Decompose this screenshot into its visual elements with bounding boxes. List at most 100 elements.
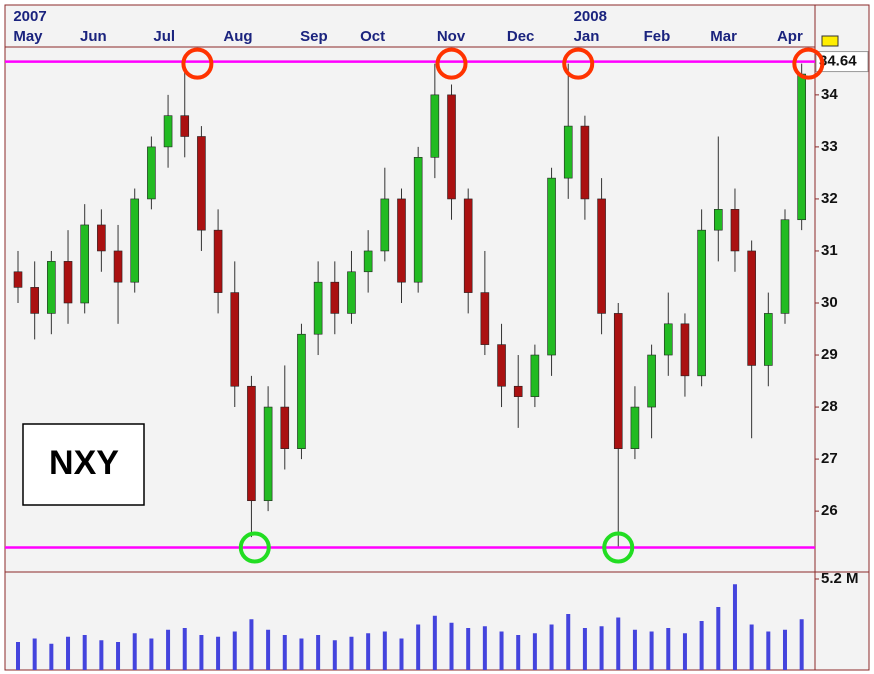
volume-bar [582, 628, 587, 670]
y-tick-label: 29 [821, 346, 838, 363]
volume-bar [149, 638, 154, 670]
x-tick-label: Sep [300, 28, 328, 45]
y-tick-label: 33 [821, 138, 838, 155]
x-tick-label: Dec [507, 28, 535, 45]
x-tick-label: Feb [644, 28, 671, 45]
candle-body [30, 287, 39, 314]
volume-bar [616, 617, 621, 670]
top-circle [435, 47, 468, 80]
volume-bar [32, 638, 37, 670]
candle-body [447, 94, 456, 200]
y-tick-label: 28 [821, 398, 838, 415]
candle-body [697, 229, 706, 377]
volume-bar [182, 628, 187, 670]
annotation-box [22, 423, 145, 506]
volume-bar [199, 635, 204, 670]
candle-body [163, 115, 173, 148]
candle-body [630, 406, 640, 449]
volume-bar [682, 633, 687, 670]
volume-bar [16, 642, 21, 670]
volume-bar [699, 621, 704, 670]
candle-body [63, 261, 73, 304]
candle-body [47, 261, 56, 314]
x-tick-label: Nov [437, 28, 466, 45]
candle-body [313, 281, 323, 335]
candle-body [197, 136, 206, 231]
annotation: NXY [49, 444, 119, 482]
candle-body [764, 313, 773, 366]
bottom-circle [602, 531, 635, 564]
x-tick-label: Aug [223, 28, 252, 45]
volume-bar [532, 633, 537, 670]
volume-bar [549, 624, 554, 670]
volume-bar [399, 638, 404, 670]
candle-body [780, 219, 790, 314]
last-price-flag [821, 35, 839, 47]
candle-body [647, 354, 656, 408]
candle-body [547, 177, 556, 356]
volume-bar [799, 619, 804, 670]
volume-bar [566, 614, 571, 670]
candle-body [413, 157, 423, 283]
candle-body [330, 281, 340, 314]
candle-body [680, 323, 690, 377]
bottom-circle [238, 531, 271, 564]
candle-body [580, 125, 590, 200]
top-circle [181, 47, 214, 80]
candle-body [497, 344, 506, 387]
y-tick-label: 30 [821, 294, 838, 311]
candle-body [130, 198, 140, 283]
candle-body [263, 406, 273, 502]
x-tick-label: Jan [574, 28, 600, 45]
volume-bar [332, 640, 337, 670]
volume-bar [499, 631, 504, 670]
volume-bar [99, 640, 104, 670]
candle-body [97, 224, 106, 252]
candle-body [797, 73, 806, 221]
candle-body [80, 224, 89, 304]
volume-bar [382, 631, 387, 670]
volume-bar [266, 629, 271, 670]
volume-bar [132, 633, 137, 670]
volume-bar [366, 633, 371, 670]
candle-body [563, 125, 573, 179]
volume-bar [782, 629, 787, 670]
volume-bar [232, 631, 237, 670]
x-tick-label: Jun [80, 28, 107, 45]
candle-body [347, 271, 356, 314]
candle-body [397, 198, 406, 283]
volume-bar [349, 636, 354, 670]
volume-bar [449, 622, 454, 670]
last-price-box [815, 51, 869, 73]
volume-bar [416, 624, 421, 670]
candle-body [280, 406, 290, 449]
candle-body [147, 146, 156, 200]
volume-bar [282, 635, 287, 670]
candle-body [297, 333, 306, 449]
volume-bar [599, 626, 604, 670]
candle-body [247, 385, 256, 502]
volume-bar [49, 643, 54, 670]
v-tick-label: 5.2 M [821, 570, 859, 587]
candle-body [113, 250, 123, 283]
x-tick-label: Jul [153, 28, 175, 45]
volume-bar [632, 629, 637, 670]
candle-body [13, 271, 23, 288]
candle-body [513, 385, 523, 397]
volume-bar [516, 635, 521, 670]
volume-bar [766, 631, 771, 670]
year-label: 2008 [574, 8, 607, 25]
y-tick-label: 32 [821, 190, 838, 207]
y-tick-label: 26 [821, 502, 838, 519]
candle-body [747, 250, 756, 366]
candle-body [530, 354, 540, 397]
volume-bar [316, 635, 321, 670]
volume-bar [749, 624, 754, 670]
volume-bar [299, 638, 304, 670]
year-label: 2007 [13, 8, 46, 25]
candle-body [213, 229, 223, 293]
candle-body [597, 198, 606, 314]
y-tick-label: 27 [821, 450, 838, 467]
candle-body [713, 209, 723, 231]
